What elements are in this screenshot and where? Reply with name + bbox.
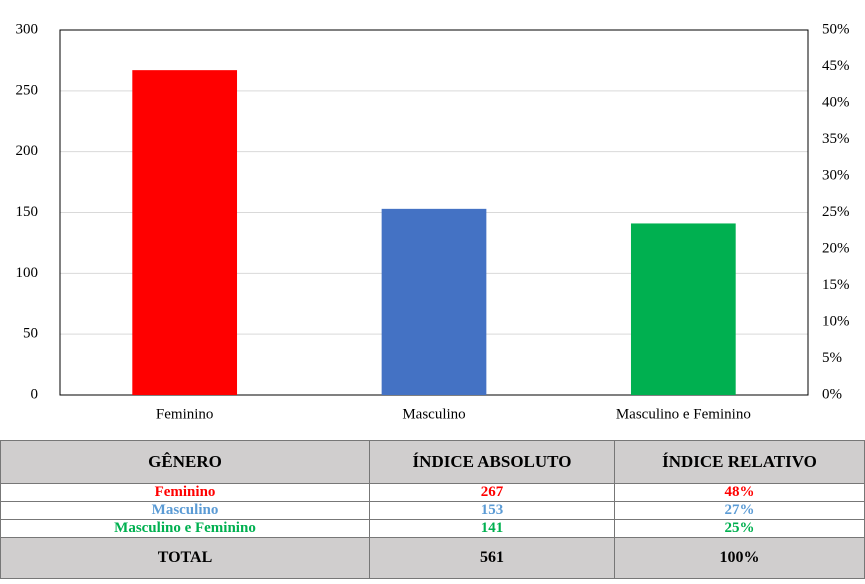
bar	[132, 70, 238, 396]
y-tick-label: 50	[23, 326, 38, 342]
table-cell: 48%	[614, 483, 865, 502]
y2-tick-label: 25%	[822, 204, 850, 220]
table-row: Masculino 153 27%	[0, 501, 865, 520]
table-cell: 27%	[614, 501, 865, 520]
y2-tick-label: 40%	[822, 94, 850, 110]
y2-tick-label: 20%	[822, 240, 850, 256]
y2-tick-label: 30%	[822, 167, 850, 183]
y2-tick-label: 45%	[822, 58, 850, 74]
table-cell: 25%	[614, 519, 865, 538]
header-cell: ÍNDICE RELATIVO	[614, 440, 865, 484]
table-body: Feminino 267 48% Masculino 153 27% Masculino e…	[0, 483, 865, 579]
y2-tick-label: 10%	[822, 313, 850, 329]
y-tick-label: 100	[16, 265, 39, 281]
header-cell: GÊNERO	[0, 440, 370, 484]
summary-table: GÊNERO ÍNDICE ABSOLUTO ÍNDICE RELATIVO F…	[0, 440, 865, 579]
y2-tick-label: 5%	[822, 350, 842, 366]
y-tick-label: 200	[16, 143, 39, 159]
y2-tick-label: 35%	[822, 131, 850, 147]
y2-tick-label: 50%	[822, 21, 850, 37]
table-cell: Feminino	[0, 483, 370, 502]
bar	[630, 223, 736, 395]
total-cell: 100%	[614, 537, 865, 579]
table-cell: Masculino e Feminino	[0, 519, 370, 538]
y-tick-label: 0	[31, 386, 39, 402]
bar	[381, 208, 487, 395]
table-cell: 153	[369, 501, 615, 520]
y-tick-label: 300	[16, 21, 39, 37]
total-row: TOTAL 561 100%	[0, 537, 865, 579]
table-cell: Masculino	[0, 501, 370, 520]
table-row: Feminino 267 48%	[0, 483, 865, 502]
y2-tick-label: 15%	[822, 277, 850, 293]
y-tick-label: 250	[16, 82, 39, 98]
x-tick-label: Feminino	[156, 406, 214, 422]
x-tick-label: Masculino	[402, 406, 465, 422]
header-cell: ÍNDICE ABSOLUTO	[369, 440, 615, 484]
total-cell: 561	[369, 537, 615, 579]
y-tick-label: 150	[16, 204, 39, 220]
total-cell: TOTAL	[0, 537, 370, 579]
table-cell: 267	[369, 483, 615, 502]
chart: 0 50 100 150 200 250 300 0% 5% 10% 15% 20% 25% 30% 35%…	[16, 21, 850, 422]
header-row: GÊNERO ÍNDICE ABSOLUTO ÍNDICE RELATIVO	[0, 440, 865, 484]
table-row: Masculino e Feminino 141 25%	[0, 519, 865, 538]
table-cell: 141	[369, 519, 615, 538]
y2-tick-label: 0%	[822, 386, 842, 402]
x-tick-label: Masculino e Feminino	[616, 406, 751, 422]
